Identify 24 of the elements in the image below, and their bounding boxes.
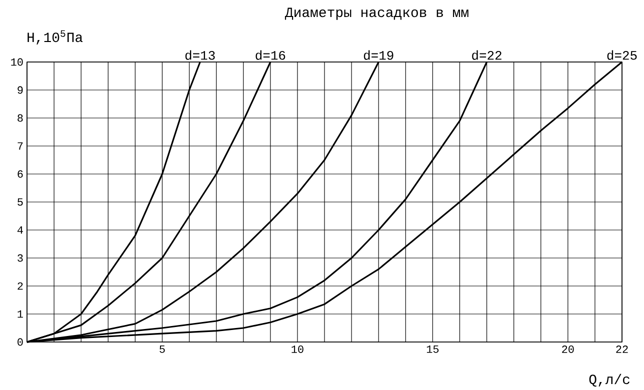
x-tick-label: 5: [160, 346, 165, 353]
y-tick-label: 5: [18, 198, 23, 206]
y-tick-label: 6: [18, 170, 23, 178]
x-tick-label: 10: [292, 346, 304, 353]
y-tick-label: 9: [18, 86, 23, 94]
y-tick-label: 0: [18, 338, 23, 346]
series-label: d=22: [472, 50, 502, 60]
y-tick-label: 2: [18, 282, 23, 290]
series-label: d=16: [256, 50, 286, 60]
x-tick-label: 20: [562, 346, 574, 353]
series-label: d=25: [607, 50, 637, 60]
chart-title: Диаметры насадков в мм: [284, 8, 468, 20]
y-tick-label: 1: [18, 310, 23, 318]
series-label: d=13: [185, 50, 215, 60]
x-axis-title: Q,л/с: [589, 374, 630, 387]
x-tick-label: 15: [426, 346, 439, 353]
y-tick-label: 10: [11, 58, 23, 66]
x-tick-label: 22: [616, 346, 628, 353]
y-axis-title: H,10$^{5}$Па: [28, 30, 83, 44]
y-tick-label: 4: [17, 226, 23, 234]
series-label: d=19: [364, 50, 394, 60]
y-tick-label: 7: [18, 142, 23, 150]
y-tick-label: 3: [18, 254, 23, 262]
y-tick-label: 8: [18, 114, 23, 122]
